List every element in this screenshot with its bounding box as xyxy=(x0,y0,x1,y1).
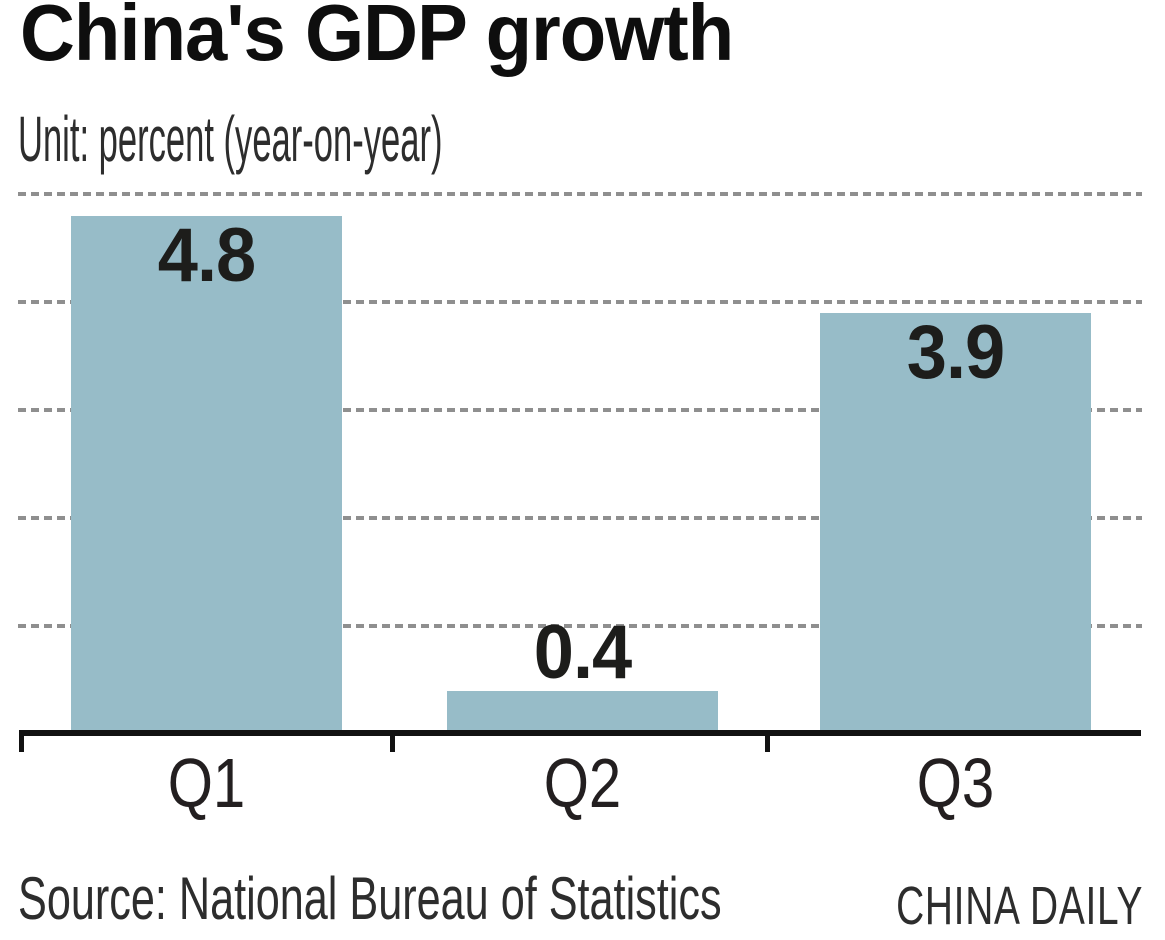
bar-q1 xyxy=(71,216,342,734)
source-label: Source: National Bureau of Statistics xyxy=(18,865,722,932)
category-label-q2: Q2 xyxy=(543,744,622,822)
gridline-1 xyxy=(18,624,1142,628)
chart-title: China's GDP growth xyxy=(20,0,734,77)
gridline-4 xyxy=(18,300,1142,304)
chart-unit-subtitle: Unit: percent (year-on-year) xyxy=(18,103,443,175)
x-axis-line xyxy=(19,730,1141,736)
x-axis-tick-0 xyxy=(19,736,24,752)
x-axis-tick-1 xyxy=(390,736,395,752)
category-label-q1: Q1 xyxy=(167,744,246,822)
credit-label: CHINA DAILY xyxy=(895,876,1143,936)
gridline-5 xyxy=(18,192,1142,196)
gridline-2 xyxy=(18,516,1142,520)
category-label-q3: Q3 xyxy=(916,744,995,822)
value-label-q1: 4.8 xyxy=(157,213,256,298)
x-axis-tick-2 xyxy=(765,736,770,752)
bar-q3 xyxy=(820,313,1091,734)
gridline-3 xyxy=(18,408,1142,412)
value-label-q3: 3.9 xyxy=(906,310,1005,395)
bar-q2 xyxy=(447,691,718,734)
value-label-q2: 0.4 xyxy=(533,610,632,695)
